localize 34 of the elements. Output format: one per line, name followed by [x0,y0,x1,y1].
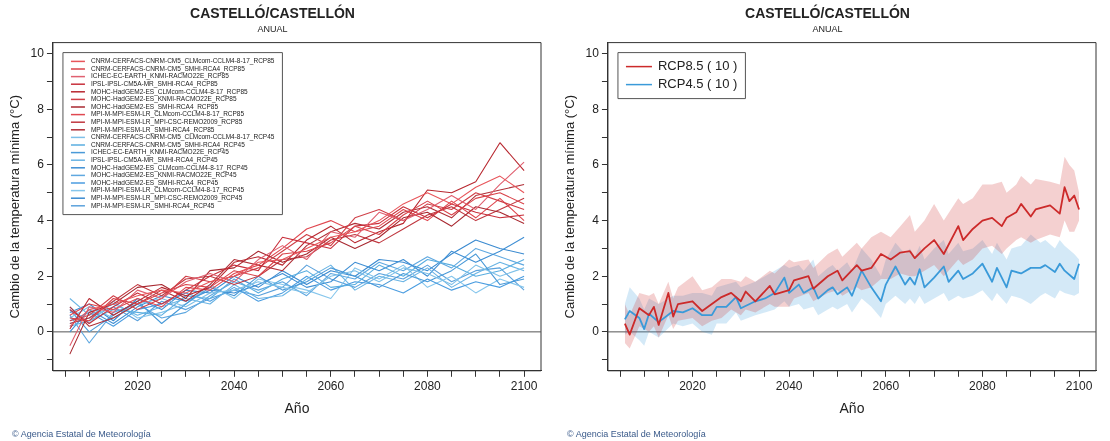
x-tick-label: 2020 [679,379,707,394]
x-tick-label: 2100 [1065,379,1093,394]
x-tick-label: 2060 [872,379,900,394]
text: © Agencia Estatal de Meteorología [567,429,706,439]
x-tick-label: 2020 [124,379,152,394]
x-tick-label: 2100 [510,379,538,394]
x-tick-label: 2060 [317,379,345,394]
chart-title: CASTELLÓ/CASTELLÓN [190,4,355,22]
y-tick-label: 2 [37,268,45,283]
y-tick-label: 10 [585,46,600,61]
chart-subtitle: ANUAL [812,23,843,34]
y-tick-label: 8 [37,101,45,116]
chart-title: CASTELLÓ/CASTELLÓN [745,4,910,22]
y-tick-label: 0 [37,324,45,339]
x-tick-label: 2040 [220,379,248,394]
y-tick-label: 6 [37,157,45,172]
y-axis-title: Cambio de la temperatura mínima (°C) [562,95,578,319]
y-tick-label: 2 [592,268,600,283]
y-axis-title: Cambio de la temperatura mínima (°C) [7,95,23,319]
x-axis-title: Año [284,400,310,417]
legend-label: RCP8.5 ( 10 ) [657,58,738,74]
x-axis-title: Año [839,400,865,417]
y-tick-label: 10 [30,46,45,61]
x-tick-label: 2080 [414,379,442,394]
x-tick-label: 2080 [969,379,997,394]
chart-subtitle: ANUAL [257,23,288,34]
legend-label: RCP4.5 ( 10 ) [657,76,738,92]
y-tick-label: 0 [592,324,600,339]
y-tick-label: 4 [592,212,600,227]
text: © Agencia Estatal de Meteorología [12,429,151,439]
y-tick-label: 8 [592,101,600,116]
y-tick-label: 6 [592,157,600,172]
y-tick-label: 4 [37,212,45,227]
x-tick-label: 2040 [775,379,803,394]
